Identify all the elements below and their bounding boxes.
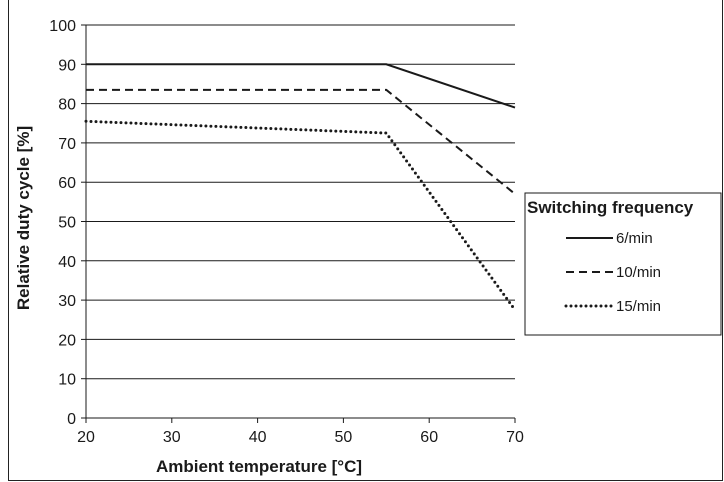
series-line-1 — [86, 63, 516, 109]
legend: Switching frequency 6/min 10/min 15/min — [524, 192, 722, 336]
legend-title: Switching frequency — [527, 198, 694, 217]
legend-box — [524, 192, 722, 336]
y-tick-label-0: 0 — [67, 411, 76, 428]
grid-lines — [86, 24, 515, 380]
series-line-2 — [86, 88, 516, 195]
y-axis-label: Relative duty cycle [%] — [14, 126, 33, 310]
y-tick-label-10: 10 — [58, 372, 76, 389]
x-axis-label: Ambient temperature [°C] — [156, 457, 362, 476]
chart-frame — [8, 0, 723, 481]
y-tick-label-40: 40 — [58, 254, 76, 271]
x-tick-label-60: 60 — [420, 429, 438, 446]
x-tick-label-50: 50 — [335, 429, 353, 446]
y-tick-label-80: 80 — [58, 97, 76, 114]
x-tick-label-40: 40 — [249, 429, 267, 446]
y-tick-label-30: 30 — [58, 293, 76, 310]
tick-labels: 0 10 20 30 40 50 60 70 80 90 100 20 30 40 50 60 70 — [49, 18, 524, 446]
legend-label-3: 15/min — [616, 298, 661, 315]
y-tick-label-100: 100 — [49, 18, 76, 35]
series-lines — [84, 63, 517, 312]
legend-label-2: 10/min — [616, 264, 661, 281]
y-tick-label-60: 60 — [58, 175, 76, 192]
y-tick-label-70: 70 — [58, 136, 76, 153]
y-tick-label-50: 50 — [58, 215, 76, 232]
y-tick-label-90: 90 — [58, 57, 76, 74]
x-tick-label-30: 30 — [163, 429, 181, 446]
y-tick-label-20: 20 — [58, 332, 76, 349]
x-tick-label-70: 70 — [506, 429, 524, 446]
series-line-3 — [84, 119, 517, 312]
x-tick-label-20: 20 — [77, 429, 95, 446]
legend-entries: 6/min 10/min 15/min — [564, 230, 661, 315]
axes — [81, 24, 516, 423]
legend-label-1: 6/min — [616, 230, 653, 247]
